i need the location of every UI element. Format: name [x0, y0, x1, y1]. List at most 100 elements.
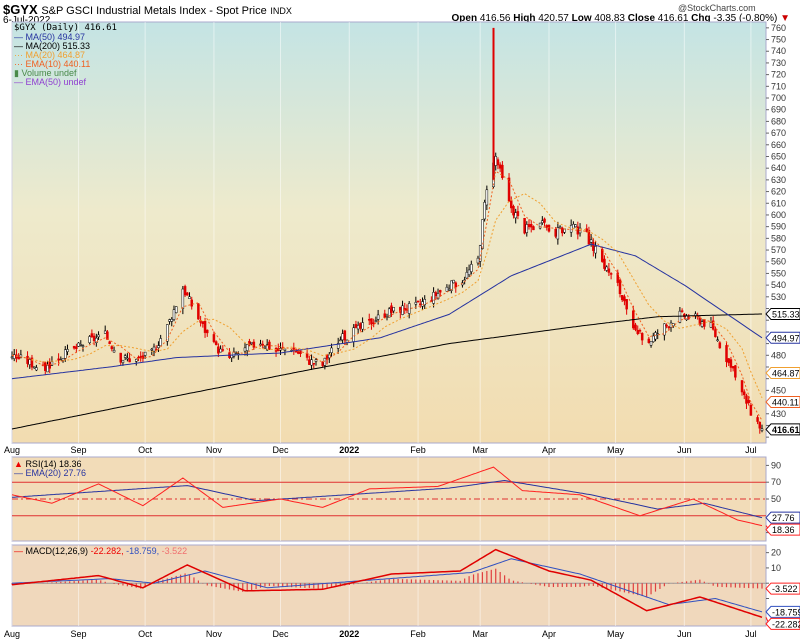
volume-legend: Volume undef [21, 68, 77, 78]
x-tick-label: May [607, 445, 625, 455]
x-tick-label: Feb [410, 629, 426, 639]
candle-body [172, 309, 176, 320]
macd-histogram-bar [721, 583, 723, 588]
candle-body [476, 257, 480, 264]
x-tick-label: Dec [272, 445, 289, 455]
y-tick-label: 560 [771, 257, 786, 267]
ohlc-value: 416.61 [657, 13, 692, 24]
macd-histogram-bar [419, 579, 421, 584]
macd-histogram-bar [575, 583, 577, 587]
candle-body [250, 342, 253, 344]
macd-histogram-bar [694, 580, 697, 584]
macd-histogram-bar [251, 583, 253, 591]
candle-body [561, 227, 564, 234]
candle-body [678, 310, 682, 323]
y-tick-label: 480 [771, 350, 786, 360]
candle-body [512, 206, 515, 216]
macd-histogram-bar [455, 580, 457, 584]
candle-body [510, 200, 513, 209]
rsi-tag-label: 18.36 [772, 525, 795, 535]
candle-body [345, 339, 349, 343]
macd-histogram-bar [557, 583, 559, 588]
candle-body [44, 362, 47, 371]
y-tick-label: 620 [771, 187, 786, 197]
candle-body [725, 345, 728, 363]
candle-body [558, 226, 562, 229]
candle-body [10, 356, 14, 359]
macd-histogram-bar [219, 583, 222, 588]
macd-histogram-bar [46, 582, 49, 584]
candle-body [296, 351, 300, 354]
macd-histogram-bar [242, 583, 244, 592]
price-legend: $GYX (Daily) 416.61 — MA(50) 494.97 — MA… [14, 23, 117, 87]
ma50-legend: MA(50) 494.97 [25, 32, 86, 42]
candle-body [450, 280, 453, 291]
macd-histogram-bar [290, 583, 293, 588]
candle-body [414, 302, 418, 305]
macd-histogram-bar [166, 578, 168, 584]
candle-body [416, 300, 420, 303]
candle-body [609, 273, 613, 275]
macd-histogram-bar [268, 583, 270, 586]
macd-histogram-bar [441, 580, 444, 584]
macd-histogram-bar [570, 583, 572, 587]
macd-histogram-bar [628, 583, 630, 594]
y-tick-label: 650 [771, 151, 786, 161]
y-tick-label: 680 [771, 116, 786, 126]
macd-histogram-bar [646, 583, 648, 597]
macd-histogram-bar [335, 583, 337, 587]
macd-histogram-bar [588, 583, 590, 586]
macd-histogram-bar [77, 580, 80, 584]
ohlc-value: 416.56 [479, 13, 514, 24]
macd-histogram-bar [353, 583, 355, 585]
ma200-tag-label: 515.33 [772, 309, 800, 319]
macd-histogram-bar [659, 583, 661, 589]
candle-body [525, 224, 529, 233]
y-tick-label: 600 [771, 210, 786, 220]
macd-histogram-bar [82, 580, 84, 584]
candle-body [569, 225, 573, 233]
candle-body [541, 220, 544, 224]
candle-body [485, 189, 489, 206]
x-tick-label: 2022 [339, 629, 359, 639]
ohlc-label: Chg [691, 13, 714, 24]
candle-body [423, 299, 426, 306]
ma50-line [11, 243, 763, 380]
macd-histogram-bar [379, 580, 381, 584]
candle-body [496, 159, 500, 166]
ohlc-value: -3.35 (-0.80%) [713, 13, 781, 24]
macd-histogram-bar [415, 579, 417, 584]
macd-histogram-bar [685, 581, 688, 584]
candle-body [77, 342, 80, 347]
macd-histogram-bar [393, 578, 395, 584]
candle-body [623, 296, 626, 302]
macd-histogram-bar [583, 583, 586, 587]
ema10-legend: EMA(10) 440.11 [25, 59, 91, 69]
ma50-tag [765, 331, 800, 344]
candle-body [259, 343, 262, 346]
candle-body [740, 380, 744, 393]
candle-body [203, 320, 207, 333]
candle-body [529, 224, 533, 228]
x-tick-label: Jun [677, 445, 692, 455]
y-tick-label: 750 [771, 35, 786, 45]
macd-histogram-bar [259, 583, 262, 588]
rsi-ema-legend: EMA(20) 27.76 [25, 468, 87, 478]
x-tick-label: Mar [472, 629, 488, 639]
ma20-tag [765, 366, 800, 379]
candle-body [640, 333, 644, 341]
candle-body [90, 333, 94, 338]
macd-histogram-bar [699, 579, 701, 584]
y-tick-label: 10 [771, 563, 781, 573]
macd-histogram-bar [654, 583, 657, 592]
macd-histogram-bar [623, 583, 626, 593]
macd-histogram-bar [508, 578, 510, 584]
macd-histogram-bar [579, 583, 581, 587]
x-tick-label: Jun [677, 629, 692, 639]
ma20-line [11, 193, 763, 398]
candle-body [72, 345, 76, 349]
macd-histogram-bar [748, 583, 750, 589]
macd-histogram-bar [543, 583, 546, 587]
macd-histogram-bar [632, 583, 634, 595]
